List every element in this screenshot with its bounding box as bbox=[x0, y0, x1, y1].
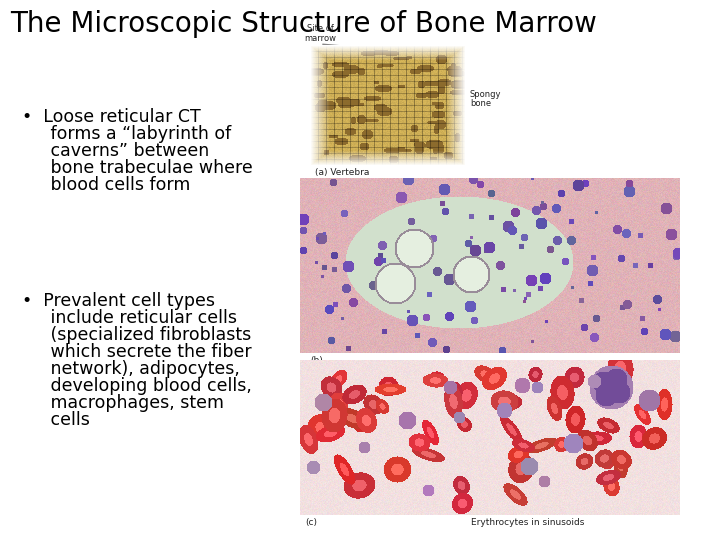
Text: Immature
blood cells
outside
sinusoids: Immature blood cells outside sinusoids bbox=[303, 400, 344, 438]
Text: macrophages, stem: macrophages, stem bbox=[34, 394, 224, 411]
Text: •  Loose reticular CT: • Loose reticular CT bbox=[22, 108, 200, 126]
Text: Megakaryocyte: Megakaryocyte bbox=[618, 498, 677, 507]
Text: •  Prevalent cell types: • Prevalent cell types bbox=[22, 292, 215, 309]
Text: (c): (c) bbox=[305, 518, 317, 527]
Text: network), adipocytes,: network), adipocytes, bbox=[34, 360, 240, 377]
Text: Blood
sinusoids: Blood sinusoids bbox=[642, 235, 677, 254]
Text: blood cells form: blood cells form bbox=[34, 176, 190, 194]
Text: which secrete the fiber: which secrete the fiber bbox=[34, 342, 251, 361]
Text: developing blood cells,: developing blood cells, bbox=[34, 376, 251, 395]
Text: Reticular
fibers of
fiber
network: Reticular fibers of fiber network bbox=[643, 434, 677, 472]
Text: bone trabeculae where: bone trabeculae where bbox=[34, 159, 252, 177]
Text: Immature
blood cells: Immature blood cells bbox=[303, 221, 344, 240]
Text: Bone
trabecula: Bone trabecula bbox=[303, 322, 340, 341]
Text: forms a “labyrinth of: forms a “labyrinth of bbox=[34, 125, 231, 143]
Text: (a) Vertebra: (a) Vertebra bbox=[315, 168, 369, 177]
Text: Spongy
bone: Spongy bone bbox=[470, 90, 502, 109]
Text: Fat cells: Fat cells bbox=[303, 282, 334, 291]
Text: Erythrocytes in sinusoids: Erythrocytes in sinusoids bbox=[471, 518, 585, 527]
Text: include reticular cells: include reticular cells bbox=[34, 308, 237, 327]
Text: caverns” between: caverns” between bbox=[34, 142, 209, 160]
Text: Site of
marrow: Site of marrow bbox=[304, 24, 336, 43]
Text: cells: cells bbox=[34, 410, 89, 429]
Text: (specialized fibroblasts: (specialized fibroblasts bbox=[34, 326, 251, 343]
Text: (b): (b) bbox=[310, 356, 323, 365]
Text: The Microscopic Structure of Bone Marrow: The Microscopic Structure of Bone Marrow bbox=[10, 10, 597, 38]
Text: Reticular
cell and
fiber: Reticular cell and fiber bbox=[303, 451, 337, 480]
